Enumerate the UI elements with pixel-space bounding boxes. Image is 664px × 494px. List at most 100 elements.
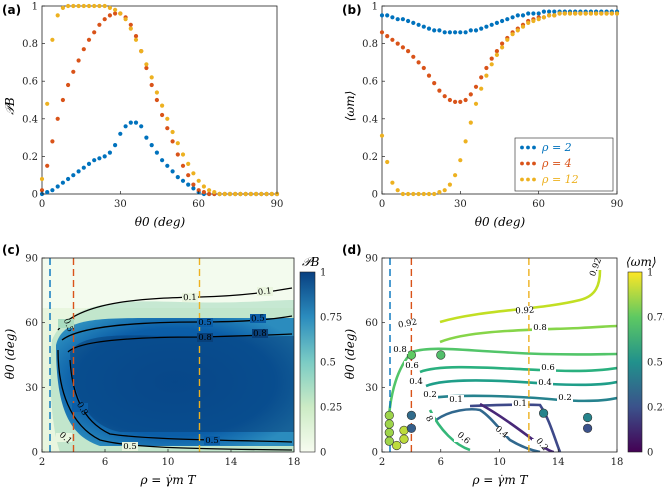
marker-d-13 <box>582 423 593 433</box>
point-b-s2-12 <box>442 188 447 193</box>
contour-label-d-7: 0.4 <box>409 377 423 387</box>
point-b-s2-6 <box>411 191 416 197</box>
point-b-s0-29 <box>531 11 536 16</box>
point-b-s2-24 <box>505 37 510 42</box>
contour-label-c-10: 0.5 <box>123 442 137 452</box>
contour-label-d-16: 8 <box>423 414 434 424</box>
ytick-d-0: 0 <box>372 448 378 459</box>
point-a-s2-9 <box>86 3 92 9</box>
point-a-s0-27 <box>180 178 186 183</box>
point-a-s1-29 <box>191 182 196 187</box>
ytick-c-3: 90 <box>25 254 38 265</box>
xtick-d-1: 6 <box>438 457 444 468</box>
point-a-s2-34 <box>217 191 222 197</box>
point-a-s1-22 <box>154 97 159 103</box>
point-a-s1-17 <box>128 22 133 27</box>
colorbar-tick-c-1: 0.25 <box>320 403 342 414</box>
contour-labels-d: 0.920.920.920.80.80.6 0.60.4 0.40.2 0.20.1 0… <box>392 257 606 453</box>
point-a-s2-32 <box>207 188 212 193</box>
point-a-s2-20 <box>144 62 149 67</box>
point-b-s1-1 <box>385 34 390 39</box>
ticks-d: 2 6 10 14 18 0 30 60 90 <box>365 254 623 469</box>
point-a-s0-24 <box>165 163 170 168</box>
xtick-b-1: 30 <box>454 199 467 210</box>
point-b-s0-26 <box>515 13 520 18</box>
ylabel-b: ⟨ωm⟩ <box>343 91 357 122</box>
point-b-s0-13 <box>447 30 452 35</box>
ytick-a-4: 0.8 <box>22 39 38 50</box>
point-a-s1-20 <box>144 65 149 71</box>
point-b-s2-19 <box>479 86 484 91</box>
point-a-s2-7 <box>76 3 81 9</box>
xtick-c-0: 2 <box>39 457 45 468</box>
point-a-s2-1 <box>45 101 50 106</box>
xtick-c-1: 6 <box>102 457 108 468</box>
panel-label-b: (b) <box>342 3 362 17</box>
point-a-s0-6 <box>71 173 76 178</box>
point-b-s0-15 <box>458 30 463 35</box>
colorbar-tick-d-4: 1 <box>647 268 653 279</box>
point-a-s1-26 <box>175 152 180 157</box>
point-b-s0-31 <box>541 9 547 14</box>
point-b-s1-4 <box>400 45 405 50</box>
point-b-s0-28 <box>526 11 531 16</box>
xlabel-d: ρ = γ̇m T <box>471 473 528 487</box>
point-a-s0-20 <box>144 135 149 140</box>
ytick-b-1: 0.2 <box>362 152 378 163</box>
xtick-a-1: 30 <box>114 199 127 210</box>
contour-label-d-4: 0.8 <box>533 323 547 333</box>
point-b-s0-1 <box>385 13 390 18</box>
point-b-s1-19 <box>479 75 484 80</box>
point-b-s0-14 <box>453 30 458 35</box>
point-a-s0-12 <box>102 154 107 159</box>
point-a-s1-8 <box>81 47 86 52</box>
point-a-s1-4 <box>60 97 65 103</box>
point-b-s2-1 <box>385 159 390 165</box>
point-a-s0-14 <box>113 143 118 148</box>
point-b-s0-30 <box>536 11 541 16</box>
ytick-b-0: 0 <box>372 190 378 201</box>
point-a-s2-10 <box>92 3 97 9</box>
point-a-s1-32 <box>207 191 212 197</box>
ytick-b-4: 0.8 <box>362 39 378 50</box>
point-b-s1-22 <box>494 49 499 54</box>
xtick-c-3: 14 <box>225 457 238 468</box>
marker-d-8 <box>436 350 446 360</box>
legend-swatch-0-2 <box>532 145 536 150</box>
colorbar-label-c: 𝒫B <box>302 255 320 269</box>
point-a-s0-2 <box>50 188 55 193</box>
point-a-s2-31 <box>201 184 206 189</box>
marker-d-0 <box>384 410 394 421</box>
point-a-s1-18 <box>133 34 139 39</box>
point-a-s1-27 <box>180 163 186 168</box>
point-a-s1-7 <box>76 58 81 63</box>
colorbar-tick-d-3: 0.75 <box>647 313 664 324</box>
point-b-s2-13 <box>447 182 452 187</box>
point-a-s1-25 <box>170 139 175 144</box>
xtick-b-0: 0 <box>379 199 385 210</box>
point-a-s2-36 <box>227 191 233 197</box>
point-b-s1-16 <box>463 97 468 103</box>
legend-swatch-2-1 <box>526 177 530 182</box>
marker-d-3 <box>384 436 394 446</box>
point-a-s1-30 <box>196 188 201 193</box>
legend-swatch-2-2 <box>532 177 536 182</box>
scatter-a <box>39 3 280 197</box>
point-b-s0-6 <box>411 20 416 25</box>
point-a-s2-6 <box>71 3 76 9</box>
point-a-s2-4 <box>60 5 65 10</box>
legend-entry-0: ρ = 2 <box>541 141 572 154</box>
ticks-a: 0 30 60 90 0 0.2 0.4 0.6 0.8 1 <box>22 2 283 211</box>
point-b-s0-9 <box>426 26 432 31</box>
point-b-s1-15 <box>458 99 463 104</box>
contour-label-d-5: 0.6 <box>405 361 419 371</box>
point-b-s2-22 <box>494 52 499 58</box>
point-a-s0-8 <box>81 165 86 170</box>
colorbar-label-d: ⟨ωm⟩ <box>626 255 657 269</box>
point-a-s2-5 <box>66 3 71 9</box>
point-a-s0-5 <box>66 176 71 182</box>
point-a-s0-26 <box>175 175 180 180</box>
point-b-s1-23 <box>500 41 505 46</box>
point-a-s0-28 <box>186 182 191 187</box>
point-b-s0-20 <box>484 24 489 29</box>
